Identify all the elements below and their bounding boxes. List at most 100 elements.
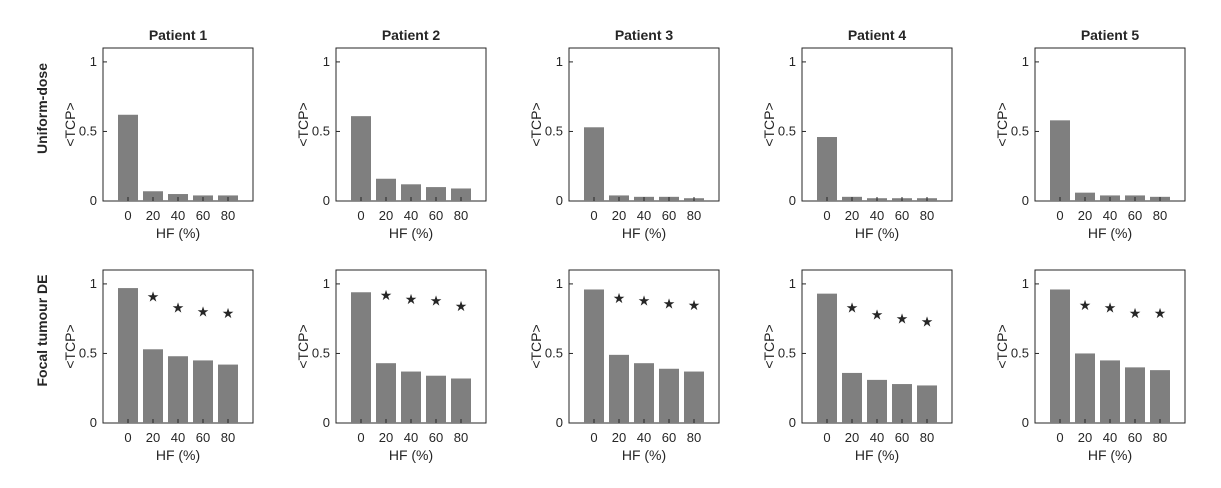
row-label-0: Uniform-dose <box>34 63 50 154</box>
x-tick-label: 60 <box>895 430 909 445</box>
chart-title: Patient 5 <box>1081 27 1140 43</box>
bar <box>426 375 446 423</box>
x-tick-label: 60 <box>429 430 443 445</box>
bar <box>401 371 421 423</box>
bar <box>143 349 163 423</box>
x-tick-label: 80 <box>920 208 934 223</box>
x-tick-label: 20 <box>845 430 859 445</box>
significance-star-marker: ★ <box>896 311 909 327</box>
x-tick-label: 0 <box>823 430 830 445</box>
x-tick-label: 0 <box>124 430 131 445</box>
significance-star-marker: ★ <box>663 295 676 311</box>
chart-panel: 0 0.5 1 <TCP> 0 20 40 60 80 ★ ★ ★ ★ HF (%) <box>528 269 720 463</box>
x-tick-label: 80 <box>221 430 235 445</box>
y-tick-label: 0 <box>556 415 563 430</box>
bar <box>143 191 163 201</box>
x-tick-label: 60 <box>662 208 676 223</box>
x-tick-label: 60 <box>1128 430 1142 445</box>
bar <box>118 288 138 423</box>
y-tick-label: 0.5 <box>79 123 97 138</box>
x-tick-label: 0 <box>357 208 364 223</box>
y-tick-label: 0 <box>323 193 330 208</box>
bar <box>609 354 629 423</box>
x-tick-label: 80 <box>687 208 701 223</box>
x-tick-label: 80 <box>454 208 468 223</box>
y-axis-label: <TCP> <box>528 102 544 146</box>
bar <box>376 363 396 423</box>
significance-star-marker: ★ <box>455 298 468 314</box>
bar <box>351 292 371 423</box>
y-axis-label: <TCP> <box>994 324 1010 368</box>
chart-panel: Patient 1 0 0.5 1 <TCP> 0 20 40 60 80 HF (%) <box>62 27 254 241</box>
bar <box>351 116 371 201</box>
row-label-1: Focal tumour DE <box>34 274 50 386</box>
x-tick-label: 0 <box>590 208 597 223</box>
x-tick-label: 80 <box>221 208 235 223</box>
y-tick-label: 0.5 <box>312 123 330 138</box>
bar <box>451 188 471 201</box>
bar <box>218 364 238 423</box>
x-tick-label: 20 <box>379 208 393 223</box>
x-axis-label: HF (%) <box>1088 447 1132 463</box>
x-tick-label: 60 <box>1128 208 1142 223</box>
bar <box>1150 370 1170 423</box>
bar <box>867 379 887 423</box>
bar <box>817 137 837 201</box>
x-tick-label: 40 <box>637 208 651 223</box>
bar <box>842 372 862 423</box>
x-tick-label: 40 <box>1103 208 1117 223</box>
significance-star-marker: ★ <box>871 307 884 323</box>
bar <box>1075 353 1095 423</box>
x-axis-label: HF (%) <box>389 447 433 463</box>
y-tick-label: 0 <box>323 415 330 430</box>
x-axis-label: HF (%) <box>622 447 666 463</box>
x-axis-label: HF (%) <box>855 225 899 241</box>
x-axis-label: HF (%) <box>156 447 200 463</box>
bar <box>817 293 837 423</box>
y-tick-label: 0 <box>90 415 97 430</box>
x-tick-label: 0 <box>590 430 597 445</box>
x-tick-label: 80 <box>1153 208 1167 223</box>
chart-panel: 0 0.5 1 <TCP> 0 20 40 60 80 ★ ★ ★ ★ HF (%) <box>295 269 487 463</box>
y-axis-label: <TCP> <box>62 324 78 368</box>
x-tick-label: 40 <box>404 208 418 223</box>
significance-star-marker: ★ <box>430 293 443 309</box>
y-tick-label: 1 <box>556 54 563 69</box>
x-tick-label: 20 <box>1078 430 1092 445</box>
y-tick-label: 0 <box>789 193 796 208</box>
x-tick-label: 60 <box>196 430 210 445</box>
chart-title: Patient 2 <box>382 27 441 43</box>
significance-star-marker: ★ <box>921 313 934 329</box>
x-tick-label: 20 <box>146 208 160 223</box>
x-tick-label: 60 <box>895 208 909 223</box>
bar <box>1050 120 1070 201</box>
y-tick-label: 0.5 <box>778 123 796 138</box>
y-tick-label: 0.5 <box>1011 345 1029 360</box>
significance-star-marker: ★ <box>197 304 210 320</box>
x-tick-label: 60 <box>196 208 210 223</box>
y-tick-label: 0.5 <box>545 345 563 360</box>
bar <box>634 363 654 423</box>
x-tick-label: 0 <box>1056 208 1063 223</box>
y-tick-label: 1 <box>556 276 563 291</box>
bar <box>659 368 679 423</box>
x-tick-label: 60 <box>662 430 676 445</box>
bar <box>584 289 604 423</box>
y-axis-label: <TCP> <box>295 102 311 146</box>
bar <box>401 184 421 201</box>
x-axis-label: HF (%) <box>156 225 200 241</box>
significance-star-marker: ★ <box>613 290 626 306</box>
x-tick-label: 0 <box>124 208 131 223</box>
significance-star-marker: ★ <box>1104 300 1117 316</box>
bar <box>584 127 604 201</box>
y-tick-label: 1 <box>789 54 796 69</box>
significance-star-marker: ★ <box>846 300 859 316</box>
significance-star-marker: ★ <box>405 291 418 307</box>
chart-panel: 0 0.5 1 <TCP> 0 20 40 60 80 ★ ★ ★ ★ HF (%) <box>994 269 1186 463</box>
bar <box>168 356 188 423</box>
bar <box>917 385 937 423</box>
y-tick-label: 1 <box>323 276 330 291</box>
significance-star-marker: ★ <box>380 287 393 303</box>
x-tick-label: 20 <box>146 430 160 445</box>
